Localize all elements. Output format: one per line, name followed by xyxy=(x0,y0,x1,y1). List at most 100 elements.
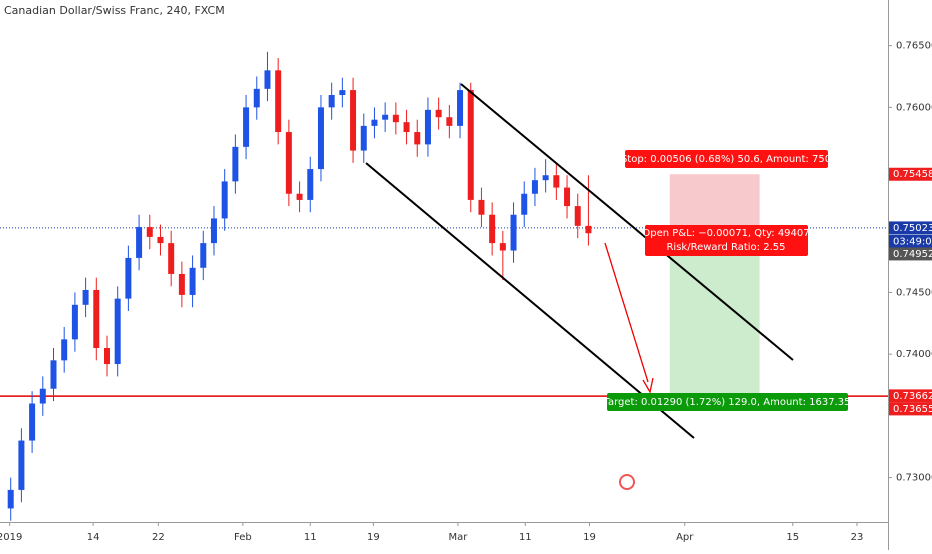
stop-label: Stop: 0.00506 (0.68%) 50.6, Amount: 750 xyxy=(621,154,831,165)
candle-body xyxy=(71,304,78,340)
candle-body xyxy=(7,489,14,509)
price-label-box xyxy=(889,167,932,181)
x-tick-label: 2019 xyxy=(0,532,22,543)
arrow-line xyxy=(604,242,649,383)
candle-body xyxy=(574,206,581,226)
candle-body xyxy=(553,175,560,188)
candle-body xyxy=(510,214,517,251)
x-tick-label: 22 xyxy=(152,532,165,543)
candle-body xyxy=(82,290,89,305)
x-tick-label: Apr xyxy=(676,532,694,543)
x-tick-label: 11 xyxy=(304,532,317,543)
price-label: 0.73655 xyxy=(893,404,932,415)
channel-lower xyxy=(365,162,695,439)
candle-body xyxy=(285,132,292,194)
candle-body xyxy=(221,181,228,219)
candle-body xyxy=(253,88,260,108)
candle-body xyxy=(136,227,143,258)
candle-body xyxy=(350,90,357,151)
price-label: 0.74952 xyxy=(893,249,932,260)
candle-body xyxy=(339,90,346,96)
pnl-label: Open P&L: −0.00071, Qty: 49407 xyxy=(642,228,809,239)
y-tick-label: 0.73000 xyxy=(896,473,932,484)
price-label-box xyxy=(889,389,932,403)
candle-body xyxy=(189,267,196,295)
x-tick-label: 19 xyxy=(367,532,380,543)
candle-body xyxy=(307,169,314,200)
candle-body xyxy=(360,125,367,151)
price-label: 0.73662 xyxy=(893,391,932,402)
candle-body xyxy=(103,348,110,365)
candle-body xyxy=(29,403,36,441)
price-label: 0.75023 xyxy=(893,223,932,234)
candle-body xyxy=(243,107,250,147)
x-tick-label: 15 xyxy=(786,532,799,543)
candle-body xyxy=(114,298,121,365)
x-tick-label: 14 xyxy=(87,532,100,543)
candle-body xyxy=(146,227,153,237)
candle-body xyxy=(564,187,571,207)
candle-body xyxy=(521,193,528,215)
candle-body xyxy=(467,90,474,200)
candle-body xyxy=(264,70,271,89)
candle-body xyxy=(403,122,410,133)
candle-body xyxy=(446,117,453,126)
candle-body xyxy=(200,243,207,268)
candle-body xyxy=(392,114,399,123)
stop-label-box xyxy=(625,150,828,168)
price-label-box xyxy=(889,221,932,235)
candle-body xyxy=(499,243,506,251)
candle-body xyxy=(489,214,496,244)
countdown-box xyxy=(889,234,932,248)
overlay: Stop: 0.00506 (0.68%) 50.6, Amount: 750 O… xyxy=(603,150,932,416)
candle-body xyxy=(435,109,442,118)
candle-body xyxy=(371,119,378,126)
candle-body xyxy=(125,257,132,299)
x-tick-label: 23 xyxy=(851,532,864,543)
pnl-label-box xyxy=(645,225,808,256)
target-zone xyxy=(669,236,760,396)
channel-upper xyxy=(460,83,794,361)
candle-body xyxy=(296,193,303,200)
ratio-label: Risk/Reward Ratio: 2.55 xyxy=(666,242,785,253)
candle-body xyxy=(157,236,164,244)
candle-body xyxy=(424,109,431,145)
candle-body xyxy=(478,199,485,215)
candle-body xyxy=(328,95,335,108)
candle-body xyxy=(39,388,46,404)
candle-body xyxy=(414,132,421,145)
marks xyxy=(0,51,888,521)
target-label: Target: 0.01290 (1.72%) 129.0, Amount: 1… xyxy=(603,397,851,408)
price-label-box xyxy=(889,402,932,416)
chart-title: Canadian Dollar/Swiss Franc, 240, FXCM xyxy=(4,4,225,17)
candle-body xyxy=(18,440,25,490)
target-label-box xyxy=(607,393,848,411)
countdown: 03:49:01 xyxy=(893,236,932,247)
candle-body xyxy=(531,180,538,194)
candle-body xyxy=(275,70,282,133)
logo xyxy=(619,474,635,490)
x-tick-label: Feb xyxy=(234,532,252,543)
candle-body xyxy=(232,146,239,182)
candle-body xyxy=(93,290,100,348)
candle-body xyxy=(542,175,549,181)
arrow-head xyxy=(642,377,654,394)
candle-body xyxy=(178,273,185,295)
candle-body xyxy=(317,107,324,170)
candle-body xyxy=(457,90,464,126)
candle-body xyxy=(50,360,57,389)
x-tick-label: 19 xyxy=(583,532,596,543)
candle-body xyxy=(61,339,68,361)
x-tick-label: 11 xyxy=(519,532,532,543)
price-label: 0.75458 xyxy=(893,169,932,180)
candle-body xyxy=(210,218,217,244)
price-label-box xyxy=(889,247,932,261)
candle-body xyxy=(382,114,389,120)
x-tick-label: Mar xyxy=(448,532,468,543)
